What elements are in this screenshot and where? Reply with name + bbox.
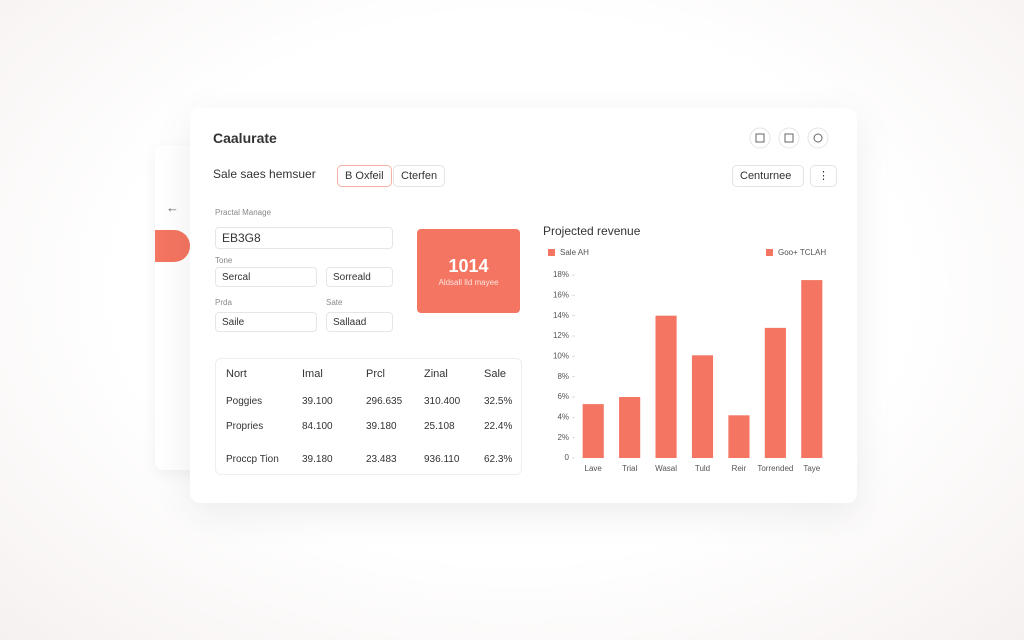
legend-label: Goo+ TCLAH (778, 248, 826, 257)
table: Nort Imal Prcl Zinal Sale Poggies 39.100 296.63… (215, 358, 522, 475)
icons (749, 127, 829, 149)
x-tick-label: Torrended (757, 464, 793, 473)
select[interactable]: Saile (215, 312, 317, 332)
y-tick-label: 18% (553, 270, 569, 279)
bar (801, 280, 823, 458)
chart-title: Projected revenue (543, 224, 641, 238)
dropdown[interactable]: Centurnee (732, 165, 804, 187)
y-tick-label: 0 (565, 453, 570, 462)
table-cell: 32.5% (484, 396, 513, 407)
x-tick-label: Reir (732, 464, 747, 473)
icon-glyph (755, 133, 765, 143)
icon-glyph (813, 133, 823, 143)
table-header: Prcl (366, 368, 385, 380)
y-tick-label: 10% (553, 351, 569, 360)
bar (655, 315, 677, 458)
x-tick-label: Taye (803, 464, 820, 473)
y-tick-label: 2% (557, 433, 569, 442)
table-cell: Propries (226, 421, 264, 432)
button[interactable]: Cterfen (393, 165, 446, 187)
table-cell: 23.483 (366, 454, 397, 465)
x-tick-label: Wasal (655, 464, 677, 473)
table-cell: 22.4% (484, 421, 513, 432)
icon-settings[interactable] (807, 127, 829, 149)
chart: Sale AH Goo+ TCLAH 0 2% 4% 6% 8% 10% 12% 14% 16% 18… (548, 248, 826, 473)
table-cell: 62.3% (484, 454, 513, 465)
bar (728, 415, 750, 458)
field-label: Sate (326, 298, 343, 307)
x-tick-label: Trial (622, 464, 637, 473)
table-header: Imal (302, 368, 323, 380)
field-label: Tone (215, 256, 233, 265)
table-header: Sale (484, 368, 507, 380)
icon-glyph (784, 133, 794, 143)
kpi-card (417, 229, 520, 313)
table-cell: 39.100 (302, 396, 333, 407)
legend-swatch (766, 249, 773, 256)
x-tick-label: Tuld (695, 464, 710, 473)
bar (582, 404, 604, 458)
legend-swatch (548, 249, 555, 256)
table-cell: 39.180 (366, 421, 397, 432)
select[interactable]: Sorreald (326, 267, 393, 287)
table-cell: Proccp Tion (226, 454, 279, 465)
legend-label: Sale AH (560, 248, 589, 257)
form-label: Practal Manage (215, 208, 272, 217)
table-cell: 296.635 (366, 396, 403, 407)
table-cell: 936.110 (424, 454, 460, 465)
table-header: Nort (226, 368, 247, 380)
table-cell: 84.100 (302, 421, 333, 432)
table-cell: 39.180 (302, 454, 333, 465)
bar (691, 355, 714, 458)
back-arrow[interactable]: ← (166, 200, 179, 215)
bar (619, 397, 641, 458)
button[interactable]: B Oxfeil (337, 165, 392, 187)
nav-pill[interactable] (155, 230, 190, 262)
table-cell: 310.400 (424, 396, 461, 407)
y-tick-label: 14% (553, 311, 569, 320)
y-tick-label: 4% (557, 412, 569, 421)
subtitle: Sale saes hemsuer (213, 167, 316, 181)
icon-user[interactable] (749, 127, 771, 149)
kpi-value: 1014 (448, 256, 489, 276)
kpi-label: Aldsall lld mayee (438, 278, 499, 287)
field-label: Prda (215, 298, 232, 307)
bar (764, 327, 786, 458)
y-tick-label: 6% (557, 392, 569, 401)
x-tick-label: Lave (585, 464, 603, 473)
select[interactable]: Sallaad (326, 312, 393, 332)
y-tick-label: 16% (553, 290, 569, 299)
more-button[interactable]: ⋮ (810, 165, 837, 187)
table-cell: 25.108 (424, 421, 455, 432)
y-tick-label: 12% (553, 331, 569, 340)
input[interactable]: EB3G8 (215, 227, 393, 249)
table-header: Zinal (424, 368, 448, 380)
title: Caalurate (213, 130, 277, 146)
select[interactable]: Sercal (215, 267, 317, 287)
y-tick-label: 8% (557, 372, 569, 381)
table-cell: Poggies (226, 396, 263, 407)
icon-calendar[interactable] (778, 127, 800, 149)
